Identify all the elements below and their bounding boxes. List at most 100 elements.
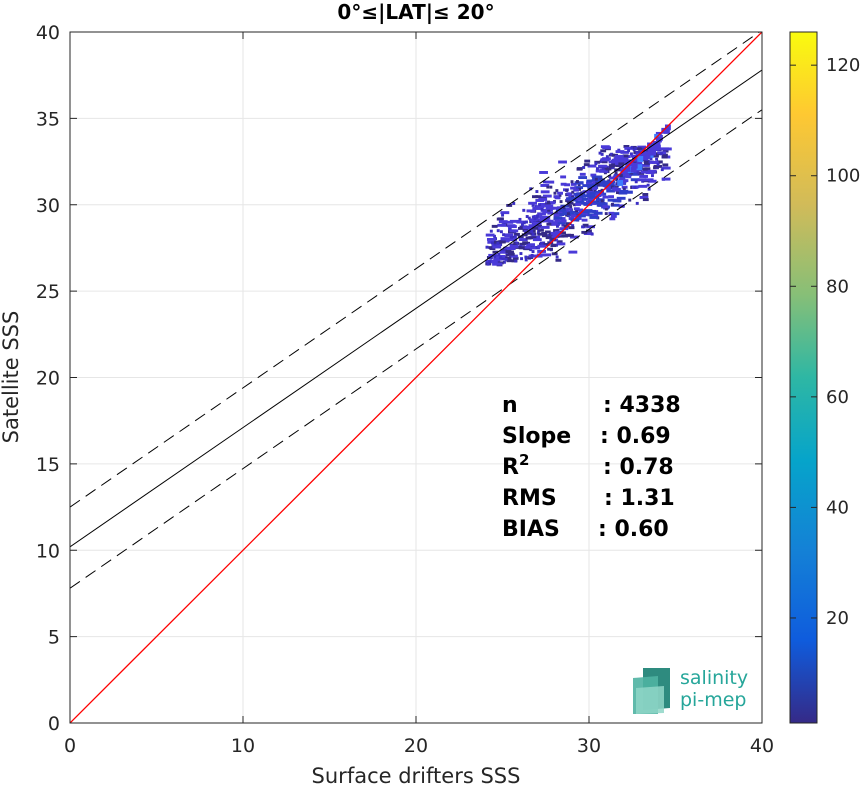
density-cell [500, 237, 510, 241]
density-cell [536, 253, 546, 257]
density-cell [537, 212, 546, 216]
density-cell [604, 186, 611, 190]
density-cell [555, 258, 562, 262]
density-cell [592, 180, 599, 184]
density-cell [630, 178, 640, 182]
salinity-pi-mep-logo: salinity pi-mep [633, 667, 748, 714]
density-cell [602, 205, 609, 209]
x-tick-label: 30 [577, 735, 601, 757]
stat-row: BIAS: 0.60 [502, 517, 669, 542]
density-cell [659, 152, 663, 156]
density-cell [563, 224, 570, 228]
density-cell [577, 183, 581, 187]
density-cell [570, 180, 574, 184]
density-cell [633, 185, 637, 189]
density-cell [615, 178, 619, 182]
density-cell [661, 155, 668, 159]
density-cell [514, 259, 518, 263]
density-cell [661, 177, 671, 181]
density-cell [560, 219, 567, 223]
density-cell [558, 234, 565, 238]
density-cell [611, 202, 614, 206]
density-cell [571, 190, 575, 194]
density-cell [649, 157, 653, 161]
density-cell [600, 188, 604, 192]
density-cell [620, 150, 630, 154]
density-cell [524, 255, 528, 259]
density-cell [545, 180, 555, 184]
density-cell [612, 187, 619, 191]
density-cell [587, 197, 594, 201]
density-cell [587, 164, 597, 168]
density-cell [586, 181, 592, 185]
density-cell [522, 208, 526, 212]
density-cell [558, 211, 568, 215]
density-cell [550, 244, 557, 248]
density-cell [552, 233, 562, 237]
density-cell [524, 258, 528, 262]
y-tick-label: 25 [36, 281, 60, 303]
colorbar-tick-label: 40 [826, 497, 849, 518]
density-cell [653, 154, 659, 158]
density-cell [570, 186, 577, 190]
density-cell [507, 237, 517, 241]
density-cell [566, 207, 573, 211]
density-cell [616, 196, 626, 200]
density-cell [562, 206, 566, 210]
density-cell [525, 236, 532, 240]
density-cell [583, 163, 590, 167]
density-cell [505, 250, 512, 254]
density-cell [618, 191, 628, 195]
density-cell [600, 152, 604, 156]
density-cell [608, 175, 612, 178]
density-cell [631, 162, 638, 169]
density-cell [537, 232, 544, 236]
density-cell [604, 212, 608, 216]
density-cell [556, 242, 566, 246]
density-cell [522, 226, 532, 230]
density-cell [493, 257, 503, 261]
density-cell [541, 215, 551, 219]
density-cell [531, 203, 535, 207]
density-cell [485, 233, 495, 237]
density-cell [630, 186, 634, 189]
stat-value: : 0.69 [600, 424, 671, 449]
density-cell [577, 214, 586, 218]
density-cell [580, 210, 590, 214]
density-cell [489, 229, 493, 233]
density-cell [499, 240, 506, 244]
density-cell [565, 213, 569, 217]
stat-row: n: 4338 [502, 393, 681, 418]
density-cell [630, 146, 634, 150]
density-cell [486, 262, 490, 266]
density-cell [592, 214, 599, 218]
density-cell [553, 191, 557, 195]
density-cell [560, 175, 567, 179]
density-cell [595, 190, 604, 194]
density-cell [529, 187, 533, 191]
density-cell [508, 252, 515, 256]
density-cell [527, 256, 534, 260]
density-cell [576, 167, 583, 171]
density-cell [492, 245, 502, 249]
density-cell [510, 235, 514, 239]
density-cell [506, 203, 513, 207]
y-tick-label: 20 [36, 368, 60, 390]
y-tick-label: 15 [36, 454, 60, 476]
density-cell [519, 252, 523, 256]
density-cell [556, 240, 563, 244]
reference-lines [70, 32, 762, 723]
stat-label: n [502, 393, 518, 418]
density-cell [622, 154, 629, 158]
density-cell [578, 187, 581, 191]
density-cell [589, 195, 599, 199]
density-cell [578, 176, 588, 180]
density-cell [581, 225, 585, 229]
density-cell [610, 203, 620, 207]
density-cell [504, 220, 514, 224]
density-cell [525, 220, 528, 224]
density-cell [536, 224, 543, 228]
density-cell [526, 209, 536, 213]
density-cell [586, 225, 595, 229]
density-cell [591, 187, 598, 191]
